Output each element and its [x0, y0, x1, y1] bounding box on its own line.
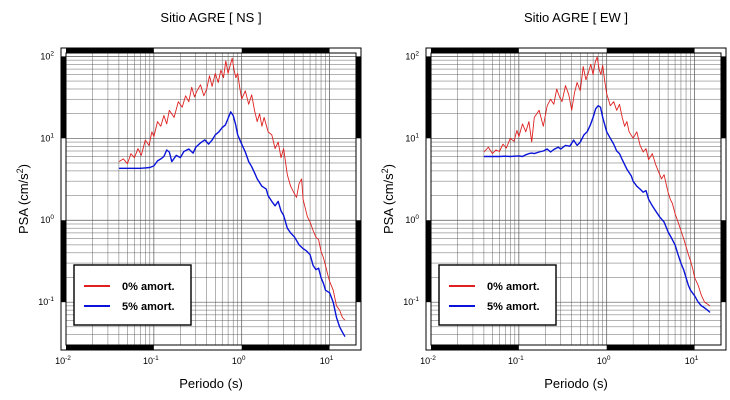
y-tick-label: 101 — [405, 132, 419, 143]
frame-band — [66, 345, 154, 350]
frame-band — [241, 48, 330, 53]
frame-band — [241, 345, 330, 350]
y-axis-label: PSA (cm/s2) — [15, 164, 31, 234]
legend: 0% amort. 5% amort. — [438, 264, 557, 326]
series-line-damped — [118, 111, 346, 337]
series-line-undamped — [483, 56, 711, 307]
x-axis-label: Periodo (s) — [544, 376, 608, 391]
frame-band — [61, 220, 66, 303]
x-tick-label: 101 — [320, 355, 334, 366]
frame-band — [426, 56, 431, 139]
x-tick-label: 10-1 — [143, 355, 159, 366]
frame-band — [721, 220, 726, 303]
chart-title: Sitio AGRE [ NS ] — [160, 10, 261, 25]
frame-band — [721, 56, 726, 139]
chart-title: Sitio AGRE [ EW ] — [524, 10, 628, 25]
chart-panel-1: Sitio AGRE [ NS ] 10-2 10-1 100 101 10-1 100 10… — [15, 10, 362, 391]
legend-label: 5% amort. — [487, 301, 540, 313]
frame-band — [606, 48, 695, 53]
legend-label: 0% amort. — [487, 281, 540, 293]
legend-box — [438, 264, 557, 326]
plot-frame — [60, 47, 362, 351]
frame-band — [356, 56, 361, 139]
y-tick-label: 101 — [40, 132, 54, 143]
frame-outer — [425, 47, 727, 351]
frame-band — [431, 48, 519, 53]
x-axis-label: Periodo (s) — [179, 376, 243, 391]
x-tick-label: 100 — [232, 355, 246, 366]
x-tick-label: 100 — [597, 355, 611, 366]
y-tick-label: 10-1 — [403, 296, 419, 307]
legend-box — [73, 264, 192, 326]
frame-band — [606, 345, 695, 350]
legend-label: 0% amort. — [122, 281, 175, 293]
x-tick-label: 101 — [685, 355, 699, 366]
plot-frame — [425, 47, 727, 351]
x-tick-label: 10-2 — [420, 355, 436, 366]
legend-label: 5% amort. — [122, 301, 175, 313]
x-tick-label: 10-2 — [55, 355, 71, 366]
y-tick-label: 102 — [405, 50, 419, 61]
series-line-damped — [483, 105, 711, 313]
y-tick-label: 100 — [40, 214, 54, 225]
frame-outer — [60, 47, 362, 351]
frame-band — [431, 345, 519, 350]
frame-band — [356, 220, 361, 303]
frame-band — [61, 56, 66, 139]
frame-band — [66, 48, 154, 53]
frame-band — [426, 220, 431, 303]
y-tick-label: 10-1 — [38, 296, 54, 307]
frame-inner — [430, 52, 722, 346]
x-tick-label: 10-1 — [508, 355, 524, 366]
series-line-undamped — [118, 57, 346, 321]
chart-panel-2: Sitio AGRE [ EW ] 10-2 10-1 100 101 10-1 100 10… — [380, 10, 727, 391]
frame-inner — [65, 52, 357, 346]
y-tick-label: 102 — [40, 50, 54, 61]
y-tick-label: 100 — [405, 214, 419, 225]
y-axis-label: PSA (cm/s2) — [380, 164, 396, 234]
legend: 0% amort. 5% amort. — [73, 264, 192, 326]
